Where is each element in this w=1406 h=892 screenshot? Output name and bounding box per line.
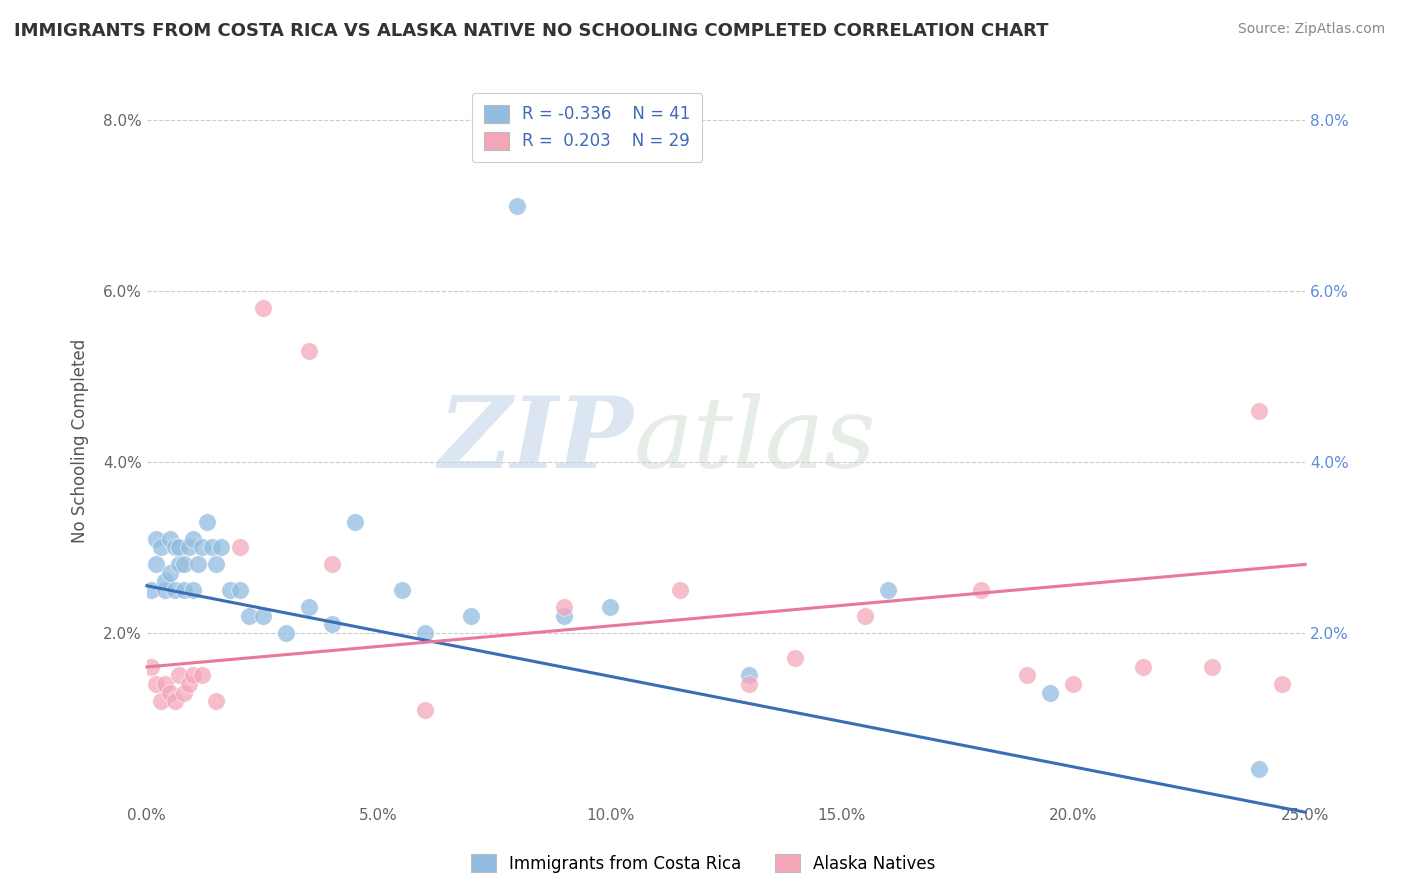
Point [159, 685, 181, 699]
Point [145, 558, 167, 572]
Point [205, 558, 228, 572]
Point [668, 582, 690, 597]
Point [163, 582, 186, 597]
Point [413, 703, 436, 717]
Point [506, 198, 529, 212]
Point [785, 651, 807, 665]
Point [738, 677, 761, 691]
Point [169, 541, 191, 555]
Point [413, 625, 436, 640]
Point [149, 541, 172, 555]
Text: ZIP: ZIP [439, 392, 633, 489]
Point [181, 582, 204, 597]
Point [201, 541, 224, 555]
Text: atlas: atlas [633, 392, 876, 488]
Point [163, 694, 186, 708]
Point [1132, 660, 1154, 674]
Point [181, 668, 204, 682]
Point [181, 532, 204, 546]
Point [970, 582, 993, 597]
Point [191, 668, 214, 682]
Point [1201, 660, 1223, 674]
Point [228, 541, 250, 555]
Point [149, 694, 172, 708]
Point [877, 582, 900, 597]
Point [169, 558, 191, 572]
Point [1039, 685, 1062, 699]
Point [145, 532, 167, 546]
Point [553, 608, 575, 623]
Point [155, 582, 177, 597]
Text: IMMIGRANTS FROM COSTA RICA VS ALASKA NATIVE NO SCHOOLING COMPLETED CORRELATION C: IMMIGRANTS FROM COSTA RICA VS ALASKA NAT… [14, 22, 1049, 40]
Point [173, 558, 195, 572]
Text: Source: ZipAtlas.com: Source: ZipAtlas.com [1237, 22, 1385, 37]
Point [321, 558, 343, 572]
Point [553, 600, 575, 615]
Point [173, 685, 195, 699]
Point [159, 532, 181, 546]
Point [159, 566, 181, 580]
Point [274, 625, 297, 640]
Legend: Immigrants from Costa Rica, Alaska Natives: Immigrants from Costa Rica, Alaska Nativ… [464, 847, 942, 880]
Point [173, 582, 195, 597]
Point [155, 677, 177, 691]
Point [298, 600, 321, 615]
Point [187, 558, 209, 572]
Point [853, 608, 876, 623]
Point [191, 541, 214, 555]
Point [228, 582, 250, 597]
Legend: R = -0.336    N = 41, R =  0.203    N = 29: R = -0.336 N = 41, R = 0.203 N = 29 [472, 93, 702, 162]
Point [209, 541, 232, 555]
Point [141, 582, 163, 597]
Point [460, 608, 482, 623]
Point [321, 617, 343, 632]
Point [738, 668, 761, 682]
Point [344, 515, 367, 529]
Y-axis label: No Schooling Completed: No Schooling Completed [72, 338, 89, 542]
Point [1271, 677, 1294, 691]
Point [145, 677, 167, 691]
Point [205, 694, 228, 708]
Point [298, 343, 321, 358]
Point [195, 515, 218, 529]
Point [1247, 763, 1270, 777]
Point [219, 582, 242, 597]
Point [1017, 668, 1039, 682]
Point [1062, 677, 1084, 691]
Point [599, 600, 621, 615]
Point [163, 541, 186, 555]
Point [177, 677, 200, 691]
Point [177, 541, 200, 555]
Point [238, 608, 260, 623]
Point [252, 301, 274, 315]
Point [141, 660, 163, 674]
Point [1247, 403, 1270, 417]
Point [252, 608, 274, 623]
Point [391, 582, 413, 597]
Point [169, 668, 191, 682]
Point [155, 574, 177, 589]
